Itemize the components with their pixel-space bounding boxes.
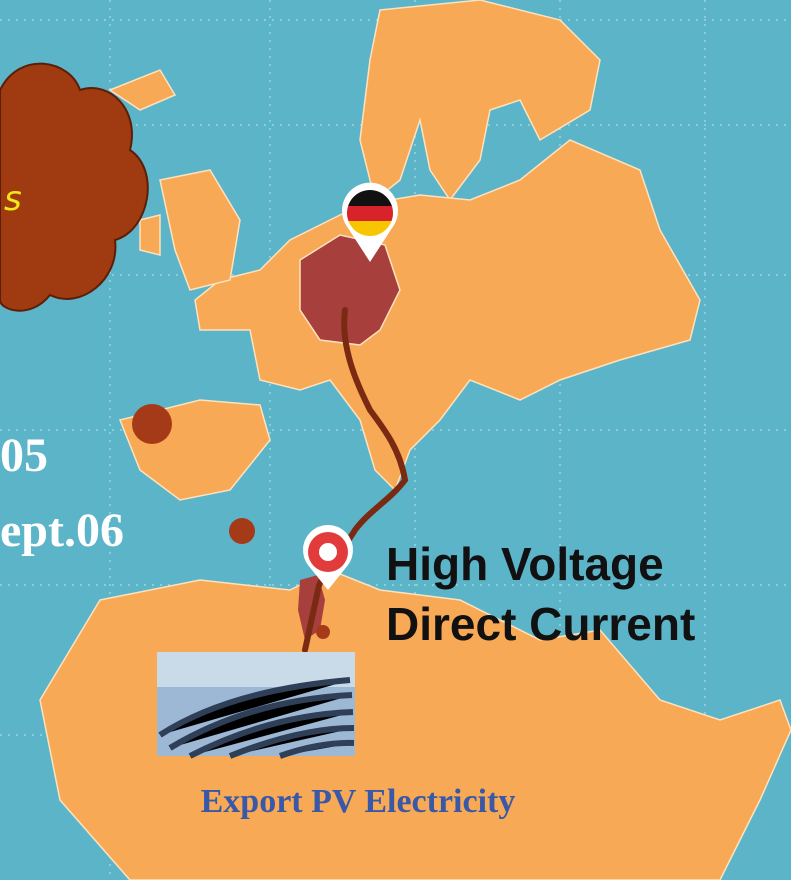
page: s 05 ept.06 High Voltage Direct Current … bbox=[0, 0, 791, 880]
hvdc-label: Direct Current bbox=[386, 598, 695, 650]
dot bbox=[132, 404, 172, 444]
map-illustration: s 05 ept.06 High Voltage Direct Current … bbox=[0, 0, 791, 880]
date-line: 05 bbox=[0, 429, 48, 482]
date-line: ept.06 bbox=[0, 504, 124, 557]
dot bbox=[316, 625, 330, 639]
pv-photo bbox=[157, 652, 355, 756]
caption: Export PV Electricity bbox=[201, 783, 516, 820]
dot bbox=[229, 518, 255, 544]
cloud-text: s bbox=[4, 179, 22, 219]
hvdc-label: High Voltage bbox=[386, 538, 664, 590]
